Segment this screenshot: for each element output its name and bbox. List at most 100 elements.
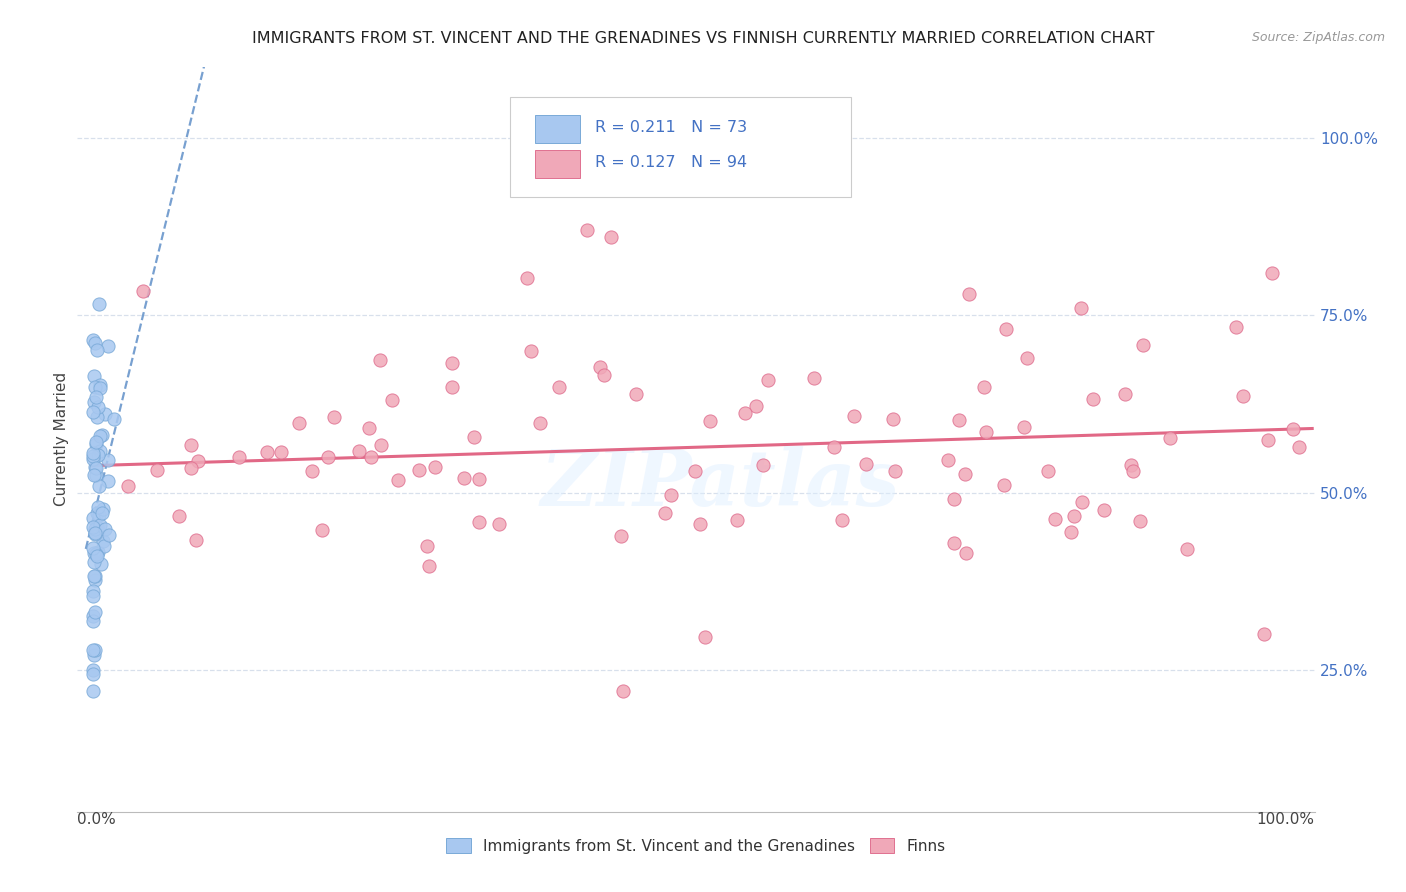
Point <box>468 472 491 486</box>
Point <box>93 407 115 421</box>
Point <box>86 506 108 520</box>
Point <box>612 684 634 698</box>
Point <box>368 353 391 368</box>
Point <box>693 630 716 644</box>
Point <box>84 460 107 475</box>
Point <box>89 443 111 458</box>
Point <box>84 336 107 351</box>
Point <box>89 508 111 522</box>
Point <box>1063 509 1085 524</box>
Point <box>488 516 510 531</box>
Point <box>593 368 616 383</box>
Point <box>87 500 110 515</box>
Point <box>87 524 110 538</box>
Point <box>103 412 125 426</box>
Point <box>1081 392 1104 406</box>
Point <box>91 506 114 520</box>
Point <box>745 399 768 413</box>
Point <box>1060 525 1083 540</box>
Point <box>1253 627 1275 641</box>
Point <box>1225 320 1247 334</box>
Point <box>381 393 404 408</box>
Point <box>689 516 711 531</box>
Point <box>624 387 647 401</box>
Point <box>84 437 107 451</box>
Point <box>84 526 107 541</box>
Point <box>82 519 104 533</box>
Point <box>683 464 706 478</box>
Point <box>661 488 683 502</box>
Point <box>84 605 107 619</box>
Point <box>440 356 463 370</box>
Point <box>1129 514 1152 528</box>
Point <box>1121 458 1143 473</box>
FancyBboxPatch shape <box>536 114 579 143</box>
Point <box>82 589 104 603</box>
Point <box>91 502 114 516</box>
Point <box>82 405 104 419</box>
Point <box>1012 420 1035 434</box>
Point <box>751 458 773 473</box>
Text: ZIPatlas: ZIPatlas <box>541 446 900 522</box>
Point <box>1070 301 1092 315</box>
Point <box>84 390 107 404</box>
Point <box>146 462 169 476</box>
Point <box>82 614 104 628</box>
Point <box>823 440 845 454</box>
Point <box>86 520 108 534</box>
Point <box>82 684 104 698</box>
Point <box>167 509 190 524</box>
Point <box>948 413 970 427</box>
Point <box>86 526 108 541</box>
Point <box>89 429 111 443</box>
Point <box>97 339 120 353</box>
Text: 100.0%: 100.0% <box>1257 812 1315 827</box>
Point <box>803 371 825 385</box>
Point <box>831 513 853 527</box>
Point <box>186 533 208 548</box>
Point <box>87 545 110 559</box>
Point <box>288 416 311 430</box>
Point <box>360 450 382 464</box>
Point <box>520 344 543 359</box>
Point <box>82 449 104 463</box>
Point <box>1036 464 1059 478</box>
Text: IMMIGRANTS FROM ST. VINCENT AND THE GRENADINES VS FINNISH CURRENTLY MARRIED CORR: IMMIGRANTS FROM ST. VINCENT AND THE GREN… <box>252 31 1154 46</box>
Point <box>1175 542 1198 557</box>
Point <box>96 453 118 467</box>
Point <box>882 411 904 425</box>
Point <box>256 445 278 459</box>
FancyBboxPatch shape <box>536 150 579 178</box>
Point <box>357 421 380 435</box>
Point <box>311 523 333 537</box>
Point <box>699 414 721 428</box>
Point <box>82 663 104 677</box>
Point <box>83 368 105 383</box>
Text: R = 0.211   N = 73: R = 0.211 N = 73 <box>595 120 747 136</box>
Point <box>83 460 105 475</box>
Point <box>1159 431 1181 445</box>
Point <box>943 536 966 550</box>
Text: Source: ZipAtlas.com: Source: ZipAtlas.com <box>1251 31 1385 45</box>
Point <box>93 522 115 536</box>
Point <box>589 359 612 374</box>
Point <box>83 648 105 662</box>
Point <box>89 381 111 395</box>
Point <box>84 643 107 657</box>
Point <box>1232 388 1254 402</box>
Point <box>270 445 292 459</box>
Point <box>97 474 120 488</box>
Point <box>82 451 104 466</box>
Point <box>83 394 105 409</box>
Point <box>82 609 104 624</box>
Point <box>953 467 976 482</box>
Point <box>1257 434 1279 448</box>
Point <box>82 541 104 556</box>
Point <box>756 373 779 387</box>
Point <box>1092 503 1115 517</box>
Point <box>441 380 464 394</box>
Point <box>82 583 104 598</box>
Point <box>548 380 571 394</box>
Point <box>600 230 623 244</box>
Point <box>87 297 110 311</box>
